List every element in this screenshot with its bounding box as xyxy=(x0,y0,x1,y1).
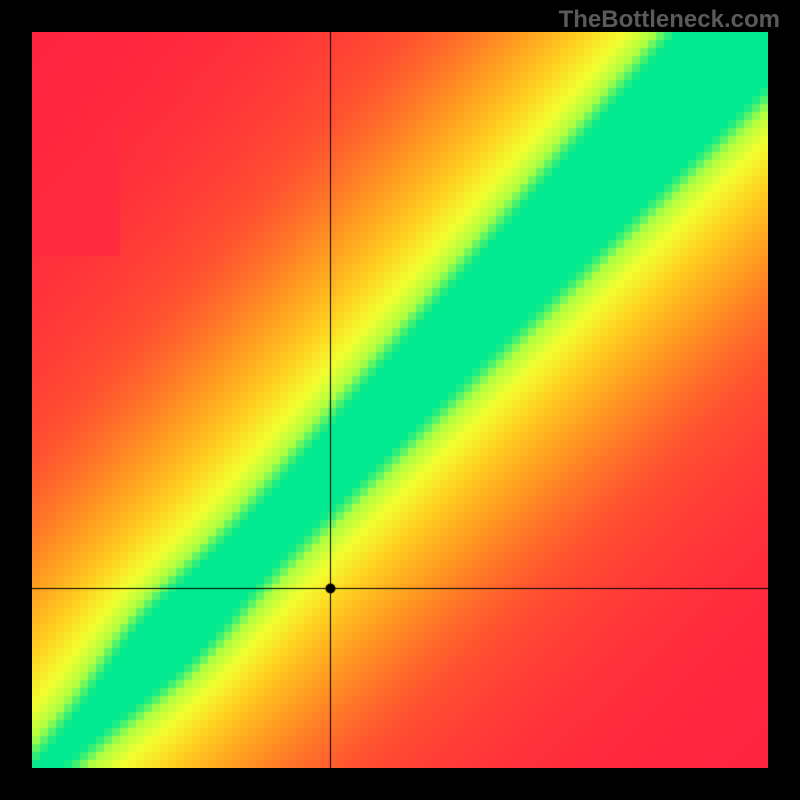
watermark-text: TheBottleneck.com xyxy=(559,6,780,34)
heatmap-canvas xyxy=(32,32,768,768)
plot-area xyxy=(32,32,768,768)
chart-frame: TheBottleneck.com xyxy=(0,0,800,800)
